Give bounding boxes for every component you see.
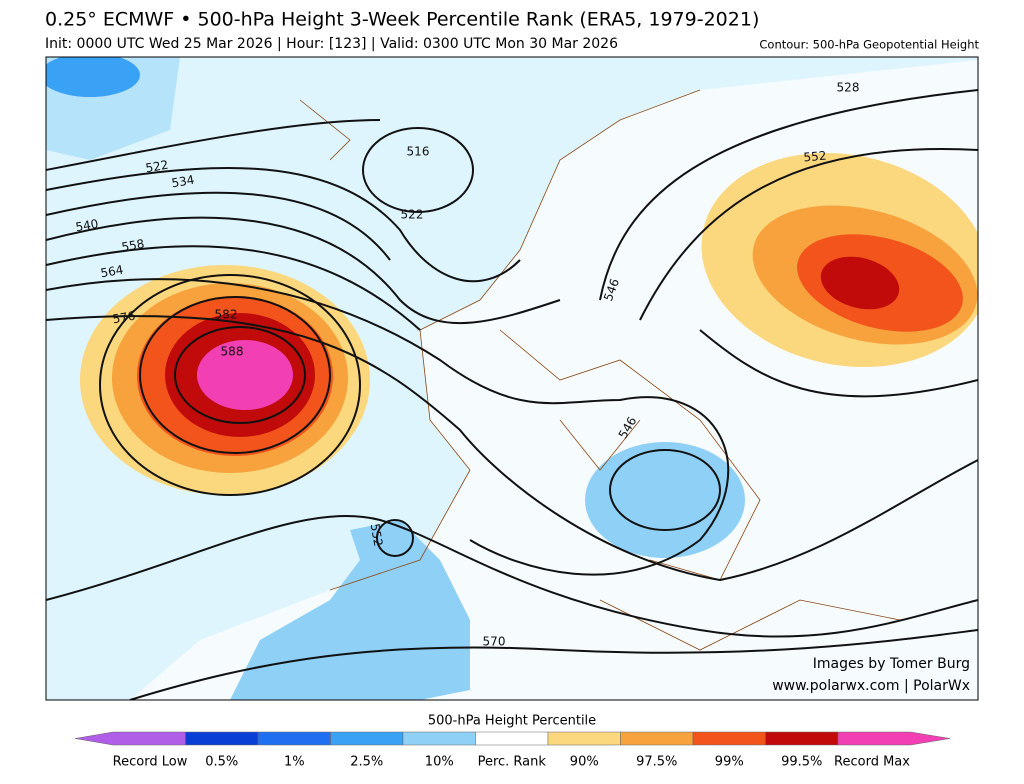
colorbar-segment bbox=[402, 731, 476, 746]
colorbar-label: 90% bbox=[570, 755, 599, 770]
contour bbox=[362, 127, 474, 213]
colorbar-segment bbox=[620, 731, 694, 746]
contour-label: 564 bbox=[99, 263, 124, 281]
title: 0.25° ECMWF • 500-hPa Height 3-Week Perc… bbox=[45, 9, 759, 31]
contour-label: 570 bbox=[483, 635, 506, 649]
contour-label: 516 bbox=[407, 145, 430, 159]
contour-label: 552 bbox=[803, 149, 827, 165]
contour-label: 552 bbox=[368, 522, 386, 547]
contour-label: 576 bbox=[111, 309, 136, 327]
colorbar-segment bbox=[257, 731, 331, 746]
colorbar-segment bbox=[765, 731, 839, 746]
colorbar-label: Record Max bbox=[834, 755, 910, 770]
colorbar-segment bbox=[692, 731, 766, 746]
anomaly bbox=[820, 256, 900, 310]
colorbar-label: 0.5% bbox=[205, 755, 238, 770]
contour-label: 582 bbox=[215, 308, 238, 322]
colorbar-label: 99.5% bbox=[781, 755, 822, 770]
contour-note: Contour: 500-hPa Geopotential Height bbox=[759, 38, 979, 52]
subtitle: Init: 0000 UTC Wed 25 Mar 2026 | Hour: [… bbox=[45, 36, 618, 52]
colorbar-segment bbox=[185, 731, 259, 746]
contour-label: 558 bbox=[120, 237, 145, 255]
colorbar-label: 97.5% bbox=[636, 755, 677, 770]
colorbar-title: 500-hPa Height Percentile bbox=[428, 714, 596, 729]
credit: www.polarwx.com | PolarWx bbox=[772, 678, 970, 694]
map-frame bbox=[45, 56, 979, 701]
contour-label: 528 bbox=[837, 81, 860, 95]
colorbar-segment bbox=[475, 731, 549, 746]
colorbar-segment bbox=[547, 731, 621, 746]
contour bbox=[609, 449, 721, 531]
contour-label: 522 bbox=[401, 208, 424, 222]
contour bbox=[174, 326, 306, 424]
colorbar-label: 10% bbox=[425, 755, 454, 770]
credit: Images by Tomer Burg bbox=[813, 656, 970, 672]
contour bbox=[46, 89, 978, 700]
contour-label: 588 bbox=[221, 345, 244, 359]
contour bbox=[139, 296, 331, 454]
anomaly bbox=[46, 57, 140, 97]
colorbar-segment bbox=[74, 731, 186, 746]
anomaly bbox=[230, 520, 470, 700]
colorbar-label: Record Low bbox=[113, 755, 188, 770]
colorbar-segment bbox=[837, 731, 951, 746]
colorbar-label: 99% bbox=[715, 755, 744, 770]
contour bbox=[99, 274, 361, 496]
colorbar: Record Low 0.5% 1% 2.5% 10% Perc. Rank 90% 97.5… bbox=[74, 731, 951, 770]
borders bbox=[299, 89, 901, 651]
colorbar-label: 1% bbox=[284, 755, 305, 770]
contour bbox=[376, 519, 414, 557]
contour-label: 540 bbox=[74, 217, 99, 235]
colorbar-segment bbox=[330, 731, 404, 746]
colorbar-label: Perc. Rank bbox=[478, 755, 547, 770]
contour-label: 522 bbox=[144, 158, 169, 176]
contour-label: 534 bbox=[170, 173, 195, 191]
anomaly bbox=[197, 340, 293, 410]
colorbar-label: 2.5% bbox=[350, 755, 383, 770]
anomaly bbox=[585, 442, 745, 558]
